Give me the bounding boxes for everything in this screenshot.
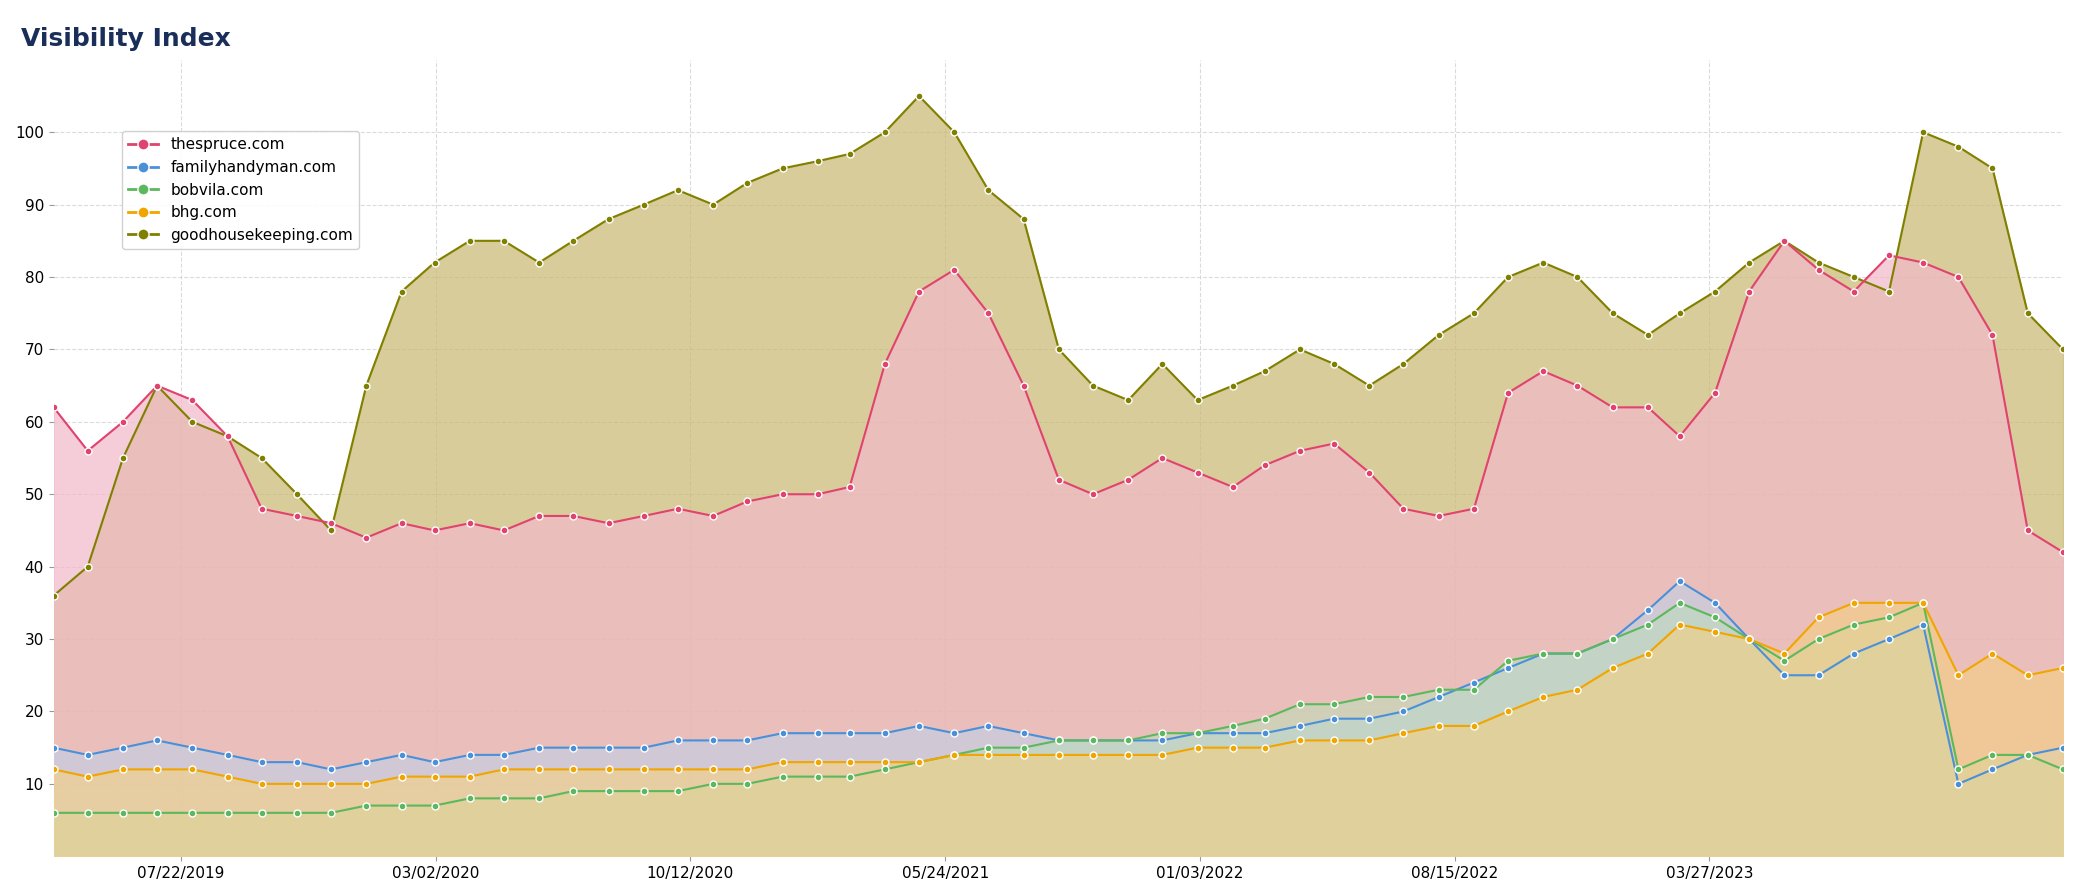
Text: Visibility Index: Visibility Index (21, 27, 231, 51)
Legend: thespruce.com, familyhandyman.com, bobvila.com, bhg.com, goodhousekeeping.com: thespruce.com, familyhandyman.com, bobvi… (121, 131, 359, 249)
